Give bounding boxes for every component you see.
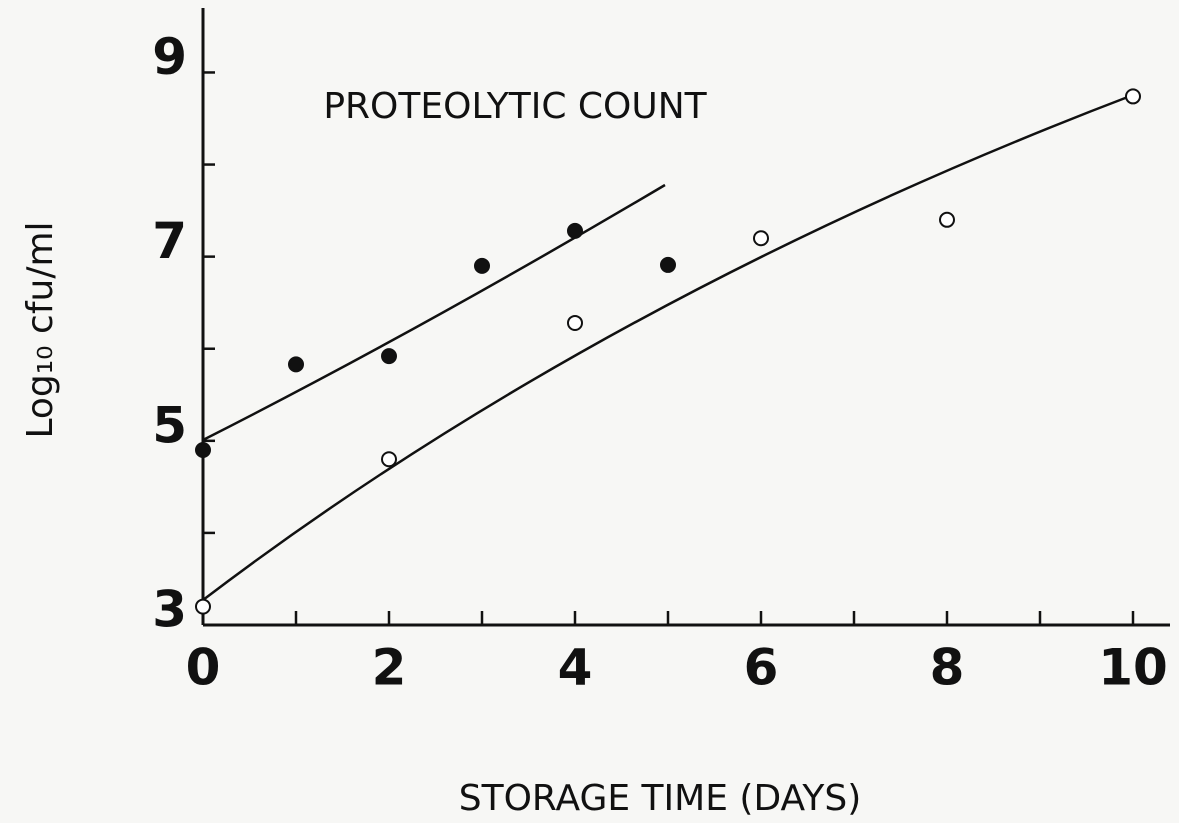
chart-title: PROTEOLYTIC COUNT [323,86,707,127]
x-tick-label: 4 [558,639,593,697]
fit-curve [202,183,666,442]
point [381,348,397,365]
fit-curve [202,93,1134,601]
y-axis-label: Log₁₀ cfu/ml [20,221,61,438]
point [288,356,304,373]
point [474,257,490,274]
point [195,442,211,459]
point [753,230,769,247]
point [567,314,583,331]
y-tick-label: 3 [152,581,187,639]
point [660,256,676,273]
x-tick-label: 10 [1098,639,1168,697]
point [1125,88,1141,105]
y-tick-label: 5 [152,396,187,454]
x-tick-label: 8 [930,639,965,697]
y-tick-label: 9 [152,28,187,86]
point [381,451,397,468]
y-tick-label: 7 [152,212,187,270]
point [195,598,211,615]
point [567,222,583,239]
x-axis-label: STORAGE TIME (DAYS) [459,778,862,819]
x-tick-label: 0 [186,639,221,697]
point [939,211,955,228]
x-tick-label: 6 [744,639,779,697]
x-tick-label: 2 [372,639,407,697]
